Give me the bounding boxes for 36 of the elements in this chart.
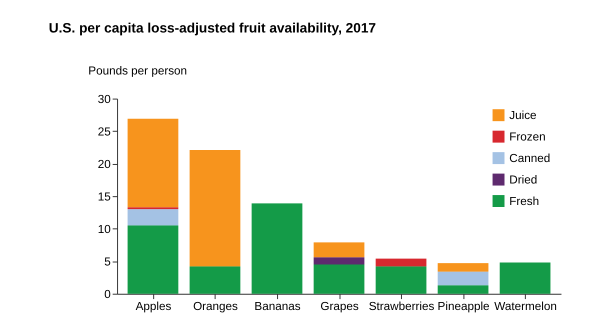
bar (128, 225, 178, 294)
bar (438, 263, 488, 272)
x-tick-label: Pineapple (438, 300, 490, 313)
legend-label: Juice (509, 109, 537, 122)
bar (500, 262, 550, 294)
y-tick-label: 5 (104, 256, 112, 269)
bar (438, 272, 488, 286)
y-tick-label: 15 (98, 190, 112, 204)
bar (190, 266, 240, 294)
x-tick-label: Oranges (193, 300, 238, 313)
bar (314, 242, 364, 258)
legend-label: Dried (509, 173, 538, 186)
bar (190, 150, 240, 266)
bar (314, 257, 364, 264)
y-tick-label: 10 (98, 223, 112, 236)
y-axis-title: Pounds per person (88, 64, 188, 78)
bar (128, 209, 178, 226)
x-tick-label: Bananas (254, 300, 301, 313)
y-tick-label: 0 (104, 288, 112, 302)
x-tick-label: Watermelon (494, 300, 557, 313)
legend-label: Frozen (509, 130, 546, 144)
y-tick-label: 30 (98, 92, 112, 106)
bar (252, 203, 302, 294)
y-tick-label: 25 (98, 126, 112, 139)
x-tick-label: Apples (136, 300, 172, 313)
bar (376, 258, 426, 266)
bar (314, 264, 364, 294)
x-tick-label: Strawberries (368, 300, 434, 313)
bar (376, 266, 426, 294)
legend-label: Canned (509, 152, 550, 166)
y-tick-label: 20 (98, 158, 112, 172)
chart-title: U.S. per capita loss-adjusted fruit availability, 2017 (48, 20, 376, 36)
bar (128, 118, 178, 208)
legend-label: Fresh (509, 194, 540, 208)
bar (438, 285, 488, 294)
x-tick-label: Grapes (320, 300, 359, 313)
